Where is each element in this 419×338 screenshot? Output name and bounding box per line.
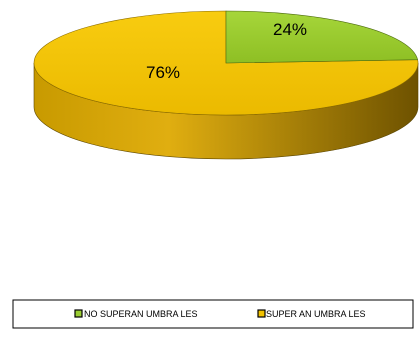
pie-slice-superan-umbrales (33, 10, 419, 116)
legend-label-no-superan-umbrales: NO SUPERAN UMBRA LES (84, 309, 198, 319)
legend-swatch-no-superan-umbrales (74, 309, 83, 318)
legend-item-superan-umbrales: SUPER AN UMBRA LES (257, 309, 366, 319)
pie-slice-no-superan-umbrales (225, 10, 418, 64)
legend-item-no-superan-umbrales: NO SUPERAN UMBRA LES (74, 309, 198, 319)
data-label-no-superan-umbrales: 24% (273, 20, 307, 39)
legend-swatch-superan-umbrales (257, 309, 266, 318)
data-label-superan-umbrales: 76% (146, 63, 180, 82)
legend-label-superan-umbrales: SUPER AN UMBRA LES (266, 309, 366, 319)
